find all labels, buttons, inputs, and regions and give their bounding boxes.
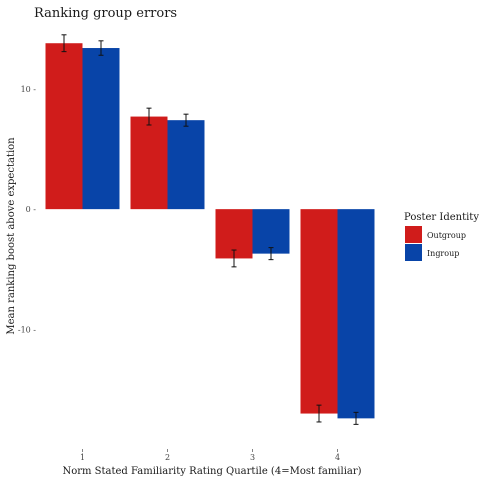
bar-ingroup-2 xyxy=(167,120,205,210)
bar-ingroup-3 xyxy=(252,209,290,254)
chart-title: Ranking group errors xyxy=(34,6,177,21)
y-axis-label: Mean ranking boost above expectation xyxy=(6,137,17,335)
legend-key-outgroup xyxy=(405,226,422,243)
bar-outgroup-1 xyxy=(45,43,83,210)
y-tick-label: 10 - xyxy=(21,85,37,94)
y-tick-label: -10 - xyxy=(18,325,36,334)
x-axis-label: Norm Stated Familiarity Rating Quartile … xyxy=(62,466,361,477)
bar-ingroup-4 xyxy=(337,209,375,419)
bar-ingroup-1 xyxy=(82,48,120,210)
legend-title: Poster Identity xyxy=(404,212,479,223)
plot-area: 10 - 0 - -10 - 1 2 3 4 xyxy=(18,34,375,462)
x-tick-label: 2 xyxy=(165,453,170,462)
bar-outgroup-4 xyxy=(300,209,338,414)
legend-label-outgroup: Outgroup xyxy=(427,231,466,240)
x-tick-label: 4 xyxy=(335,453,340,462)
legend-label-ingroup: Ingroup xyxy=(427,249,459,258)
y-tick-label: 0 - xyxy=(26,205,37,214)
bar-outgroup-2 xyxy=(130,116,168,210)
legend: Poster Identity Outgroup Ingroup xyxy=(404,212,479,261)
x-tick-label: 3 xyxy=(250,453,255,462)
x-tick-label: 1 xyxy=(80,453,85,462)
legend-key-ingroup xyxy=(405,244,422,261)
